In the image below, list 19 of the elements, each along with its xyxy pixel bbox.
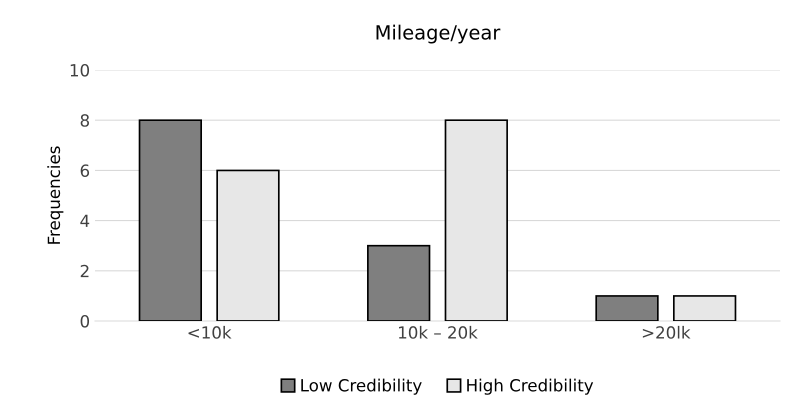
y-tick-label: 10 <box>70 64 90 77</box>
chart-title: Mileage/year <box>376 24 500 44</box>
y-tick-label: 4 <box>80 214 90 227</box>
y-axis-title: Frequencies <box>47 146 64 244</box>
bar <box>367 244 430 321</box>
x-tick-label: <10k <box>188 326 232 339</box>
bar <box>216 170 280 321</box>
legend-label: Low Credibility <box>301 378 422 395</box>
x-tick-label: >20lk <box>642 326 691 339</box>
y-tick-label: 0 <box>80 314 90 328</box>
x-tick-label: 10k – 20k <box>399 326 478 339</box>
legend-label: High Credibility <box>467 378 594 395</box>
bar <box>595 295 659 321</box>
y-tick-label: 8 <box>80 114 89 127</box>
bar <box>138 119 202 321</box>
bar <box>672 295 736 321</box>
bar <box>444 119 508 321</box>
y-tick-label: 2 <box>80 264 88 278</box>
y-tick-label: 6 <box>80 164 90 177</box>
